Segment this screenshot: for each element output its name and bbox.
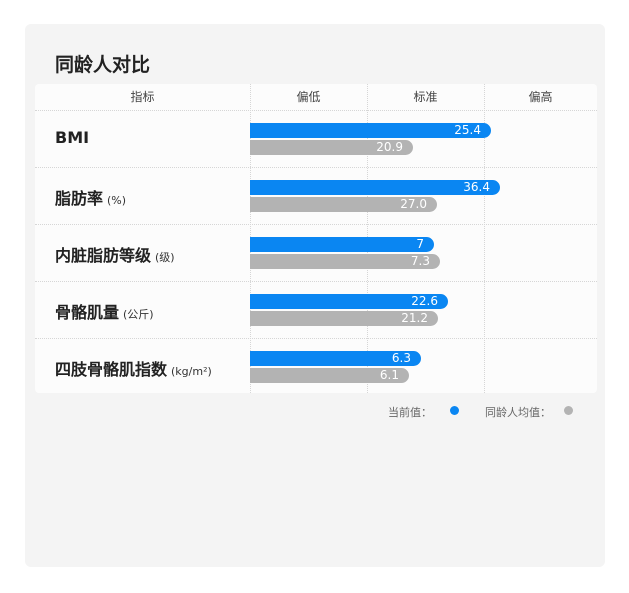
legend-current-dot [450, 406, 459, 415]
metric-label: BMI [55, 128, 93, 147]
peer-average-bar: 27.0 [250, 197, 437, 212]
comparison-table: 指标 偏低 标准 偏高 BMI 25.4 20.9 脂肪率 (%) 36.4 27.0 内脏脂肪等级(… [35, 84, 597, 393]
peer-average-bar: 7.3 [250, 254, 440, 269]
column-divider [484, 84, 485, 393]
metric-unit: (%) [107, 194, 127, 207]
card-title: 同龄人对比 [55, 54, 151, 76]
peer-average-bar: 6.1 [250, 368, 409, 383]
metric-name: BMI [55, 128, 90, 147]
peer-average-bar: 20.9 [250, 140, 413, 155]
metric-name: 四肢骨骼肌指数 [55, 360, 168, 379]
column-header: 偏高 [528, 90, 553, 104]
current-value-bar: 6.3 [250, 351, 421, 366]
metric-label: 内脏脂肪等级 (级) [55, 242, 175, 266]
legend-peer: 同龄人均值： [485, 406, 551, 419]
legend-current: 当前值： [388, 406, 432, 419]
row-divider [35, 167, 597, 168]
current-value-bar: 25.4 [250, 123, 491, 138]
column-header: 偏低 [296, 90, 321, 104]
metric-label: 四肢骨骼肌指数 (kg/m²) [55, 356, 212, 380]
peer-comparison-card: 同龄人对比 指标 偏低 标准 偏高 BMI 25.4 20.9 脂肪率 (%) 36.4 27.0 内… [25, 24, 605, 567]
row-divider [35, 281, 597, 282]
metric-label: 脂肪率 (%) [55, 185, 126, 209]
legend-peer-dot [564, 406, 573, 415]
current-value-bar: 7 [250, 237, 434, 252]
metric-name: 内脏脂肪等级 [55, 246, 152, 265]
metric-unit: (kg/m²) [171, 365, 212, 378]
current-value-bar: 22.6 [250, 294, 448, 309]
peer-average-bar: 21.2 [250, 311, 438, 326]
column-header: 标准 [413, 90, 438, 104]
row-divider [35, 338, 597, 339]
metric-unit: (级) [155, 251, 175, 264]
metric-name: 脂肪率 [55, 189, 104, 208]
current-value-bar: 36.4 [250, 180, 500, 195]
row-divider [35, 224, 597, 225]
metric-label: 骨骼肌量 (公斤) [55, 299, 154, 323]
row-divider [35, 110, 597, 111]
metric-unit: (公斤) [123, 308, 154, 321]
column-header: 指标 [130, 90, 155, 104]
metric-name: 骨骼肌量 [55, 303, 120, 322]
